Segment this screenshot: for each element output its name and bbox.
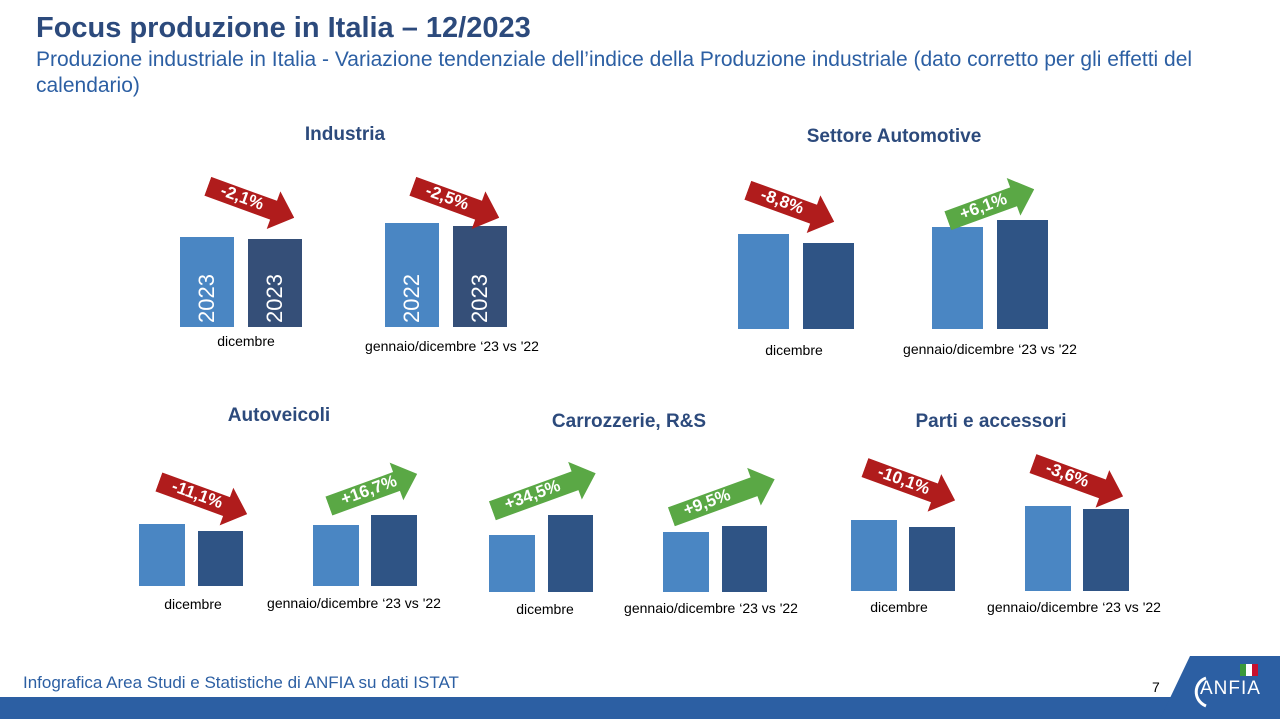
change-arrow-down-autoveicoli-0: -11,1% bbox=[151, 461, 254, 534]
anfia-logo-text: ANFIA bbox=[1200, 678, 1261, 699]
bar-autoveicoli-gen-dic-previous bbox=[313, 525, 359, 586]
bar-year-label: 2022 bbox=[399, 274, 424, 323]
bar-industria-dicembre-current: 2023 bbox=[248, 239, 302, 327]
bar-carrozzerie-r-s-gen-dic-current bbox=[722, 526, 767, 592]
change-arrow-up-settore-automotive-1: +6,1% bbox=[940, 169, 1042, 242]
bar-settore-automotive-dicembre-current bbox=[803, 243, 854, 329]
bar-industria-gen-dic-current: 2023 bbox=[453, 226, 507, 327]
group-label-settore-automotive-1: gennaio/dicembre ‘23 vs '22 bbox=[903, 341, 1077, 357]
bar-year-label: 2023 bbox=[262, 274, 287, 323]
group-label-carrozzerie-r-s-0: dicembre bbox=[516, 601, 574, 617]
group-label-industria-1: gennaio/dicembre ‘23 vs '22 bbox=[365, 338, 539, 354]
bar-carrozzerie-r-s-dicembre-previous bbox=[489, 535, 535, 592]
bar-industria-dicembre-previous: 2023 bbox=[180, 237, 234, 327]
anfia-logo bbox=[1160, 656, 1280, 719]
footer-band bbox=[0, 697, 1280, 719]
change-arrow-up-carrozzerie-r-s-0: +34,5% bbox=[485, 453, 603, 532]
chart-title-settore-automotive: Settore Automotive bbox=[806, 126, 982, 147]
source-note: Infografica Area Studi e Statistiche di … bbox=[23, 673, 459, 692]
change-arrow-down-industria-1: -2,5% bbox=[405, 166, 507, 239]
bar-settore-automotive-gen-dic-current bbox=[997, 220, 1048, 329]
bar-year-label: 2023 bbox=[194, 274, 219, 323]
bar-industria-gen-dic-previous: 2022 bbox=[385, 223, 439, 327]
change-arrow-up-carrozzerie-r-s-1: +9,5% bbox=[664, 459, 782, 538]
bar-parti-e-accessori-dicembre-current bbox=[909, 527, 955, 591]
group-label-parti-e-accessori-1: gennaio/dicembre ‘23 vs '22 bbox=[987, 599, 1161, 615]
chart-title-carrozzerie-r-s: Carrozzerie, R&S bbox=[551, 411, 707, 432]
change-arrow-down-parti-e-accessori-1: -3,6% bbox=[1025, 443, 1130, 517]
bar-parti-e-accessori-dicembre-previous bbox=[851, 520, 897, 591]
change-arrow-up-autoveicoli-1: +16,7% bbox=[321, 453, 424, 526]
group-label-settore-automotive-0: dicembre bbox=[765, 342, 823, 358]
group-label-autoveicoli-1: gennaio/dicembre ‘23 vs '22 bbox=[267, 595, 441, 611]
page-subtitle: Produzione industriale in Italia - Varia… bbox=[36, 48, 1193, 97]
bar-settore-automotive-gen-dic-previous bbox=[932, 227, 983, 329]
group-label-industria-0: dicembre bbox=[217, 333, 275, 349]
bar-year-label: 2023 bbox=[467, 274, 492, 323]
bar-autoveicoli-gen-dic-current bbox=[371, 515, 417, 586]
bar-settore-automotive-dicembre-previous bbox=[738, 234, 789, 329]
bar-autoveicoli-dicembre-current bbox=[198, 531, 243, 586]
bar-parti-e-accessori-gen-dic-current bbox=[1083, 509, 1129, 591]
change-arrow-down-industria-0: -2,1% bbox=[200, 166, 302, 239]
chart-title-parti-e-accessori: Parti e accessori bbox=[915, 411, 1067, 432]
chart-title-industria: Industria bbox=[304, 124, 386, 145]
bar-parti-e-accessori-gen-dic-previous bbox=[1025, 506, 1071, 591]
change-arrow-down-parti-e-accessori-0: -10,1% bbox=[857, 447, 962, 521]
bar-autoveicoli-dicembre-previous bbox=[139, 524, 185, 586]
group-label-parti-e-accessori-0: dicembre bbox=[870, 599, 928, 615]
bar-carrozzerie-r-s-dicembre-current bbox=[548, 515, 593, 592]
page-number: 7 bbox=[1152, 679, 1160, 695]
chart-title-autoveicoli: Autoveicoli bbox=[227, 405, 331, 426]
bar-carrozzerie-r-s-gen-dic-previous bbox=[663, 532, 709, 592]
change-arrow-down-settore-automotive-0: -8,8% bbox=[740, 170, 842, 243]
group-label-carrozzerie-r-s-1: gennaio/dicembre ‘23 vs '22 bbox=[624, 600, 798, 616]
group-label-autoveicoli-0: dicembre bbox=[164, 596, 222, 612]
page-title: Focus produzione in Italia – 12/2023 bbox=[36, 12, 531, 44]
